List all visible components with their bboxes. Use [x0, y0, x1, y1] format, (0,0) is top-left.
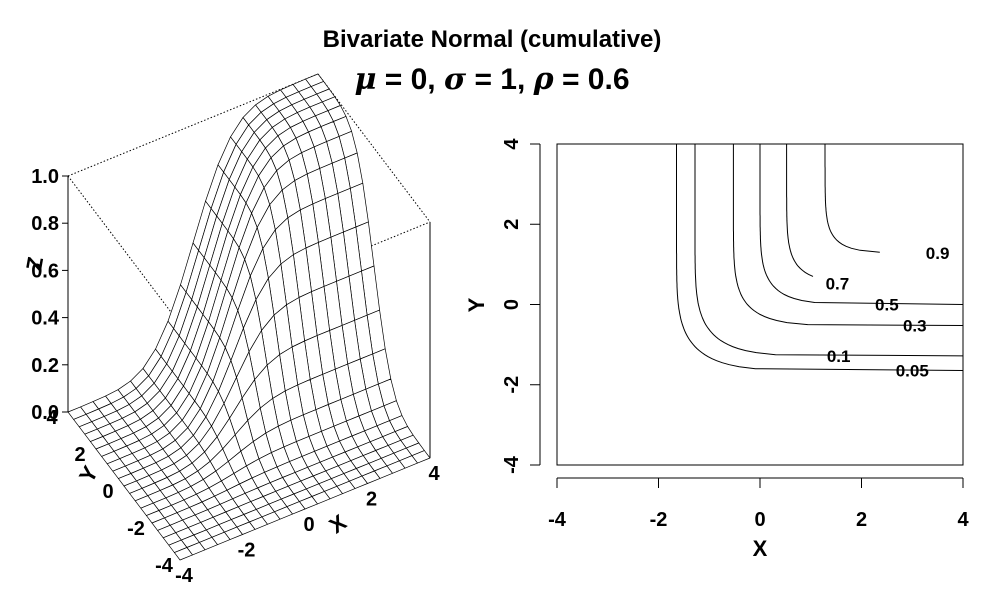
contour-label: 0.5 — [875, 296, 899, 315]
contour-line — [824, 144, 880, 253]
y-tick-label: 0 — [501, 299, 523, 310]
contour-label: 0.05 — [896, 361, 929, 380]
contour-label: 0.3 — [903, 317, 927, 336]
z-axis-label: Z — [21, 255, 48, 273]
x-tick-label: 4 — [957, 509, 969, 531]
contour-line — [759, 144, 964, 305]
box-top-edge — [67, 175, 181, 325]
surface-mesh — [67, 73, 431, 561]
contour-label: 0.1 — [827, 347, 851, 366]
contour-line — [694, 144, 964, 357]
x-tick-label: -2 — [650, 509, 668, 531]
chart-subtitle: μ = 0, σ = 1, ρ = 0.6 — [0, 62, 984, 97]
mu-value: = 0, — [376, 63, 444, 96]
x-tick-label: -4 — [175, 565, 194, 587]
y-tick-label: 2 — [501, 219, 523, 230]
contour-plot: -4 -2 0 2 4 X -4 -2 0 2 4 Y 0.05 0.1 0.30.5 0.7 0.9 — [464, 138, 969, 561]
x-tick-label: 0 — [754, 509, 765, 531]
x-axis-label: X — [325, 509, 352, 538]
x-tick-label: 4 — [428, 463, 440, 485]
y-tick-label: -2 — [127, 518, 145, 540]
x-tick-label: 2 — [856, 509, 867, 531]
contour-line — [786, 144, 814, 277]
sigma-value: = 1, — [466, 63, 534, 96]
chart-title: Bivariate Normal (cumulative) — [322, 26, 662, 53]
contour-line — [676, 144, 964, 371]
y-tick-label: -2 — [501, 376, 523, 394]
y-axis-label: Y — [74, 461, 103, 486]
y-tick-label: -4 — [501, 455, 523, 474]
sigma-symbol: σ — [443, 62, 467, 97]
x-axis-label: X — [753, 536, 768, 561]
contour-label: 0.7 — [826, 274, 850, 293]
rho-value: = 0.6 — [553, 63, 630, 96]
y-tick-label: 4 — [501, 138, 523, 150]
y-tick-label: 4 — [46, 407, 58, 429]
z-tick-label: 0.0 — [31, 402, 59, 424]
z-tick-label: 0.8 — [31, 213, 59, 235]
x-tick-label: 0 — [303, 514, 314, 536]
mu-symbol: μ — [354, 62, 377, 97]
x-tick-label: -4 — [548, 509, 567, 531]
y-tick-label: 2 — [74, 444, 85, 466]
box-top-edge — [179, 221, 431, 325]
contour-line — [732, 144, 964, 326]
contour-label: 0.9 — [926, 244, 950, 263]
box-top-edge — [317, 73, 431, 223]
z-tick-label: 0.4 — [31, 308, 60, 330]
y-tick-label: 0 — [102, 481, 113, 503]
x-tick-label: 2 — [366, 489, 377, 511]
surface-cell — [174, 547, 193, 561]
z-tick-label: 1.0 — [31, 166, 59, 188]
y-axis-label: Y — [464, 297, 489, 312]
z-tick-label: 0.2 — [31, 355, 59, 377]
box-top-edge — [67, 73, 319, 177]
rho-symbol: ρ — [533, 62, 554, 97]
z-tick-label: 0.6 — [31, 260, 59, 282]
x-tick-label: -2 — [238, 540, 256, 562]
y-tick-label: -4 — [155, 555, 174, 577]
